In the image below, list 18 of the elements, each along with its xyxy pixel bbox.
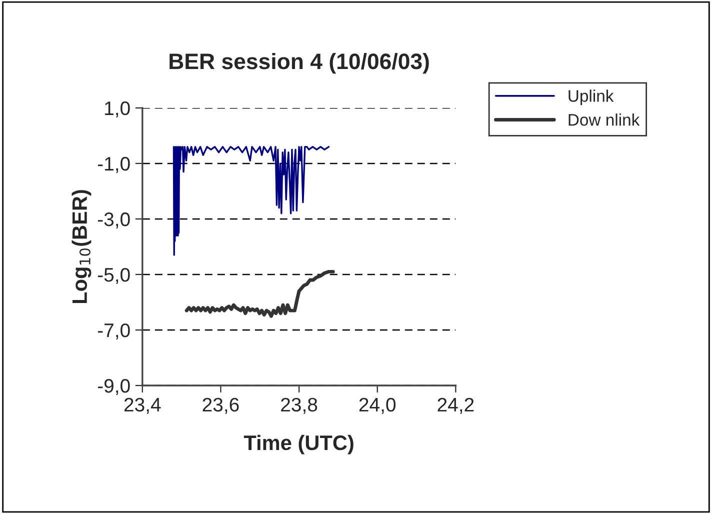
x-axis-title: Time (UTC) [244, 434, 354, 454]
legend-label: Uplink [568, 90, 614, 106]
y-tick-label: -7,0 [98, 323, 130, 340]
y-tick-label: -3,0 [98, 212, 130, 228]
x-tick-label: 23,4 [124, 398, 161, 414]
x-tick-label: 23,8 [281, 398, 318, 414]
y-tick-label: -5,0 [98, 268, 130, 284]
chart-title: BER session 4 (10/06/03) [170, 52, 429, 74]
y-tick-label: -9,0 [98, 378, 130, 396]
legend-label: Dow nlink [568, 114, 640, 126]
x-tick-label: 24,0 [359, 398, 396, 414]
x-tick-label: 24,2 [438, 398, 474, 414]
y-tick-label: -1,0 [98, 156, 130, 173]
x-tick-label: 23,6 [202, 398, 239, 414]
line-series [172, 146, 330, 256]
y-axis-title: Log$_{10}$(BER) [72, 190, 92, 304]
y-tick-label: 1,0 [105, 101, 130, 118]
line-series [184, 270, 335, 318]
